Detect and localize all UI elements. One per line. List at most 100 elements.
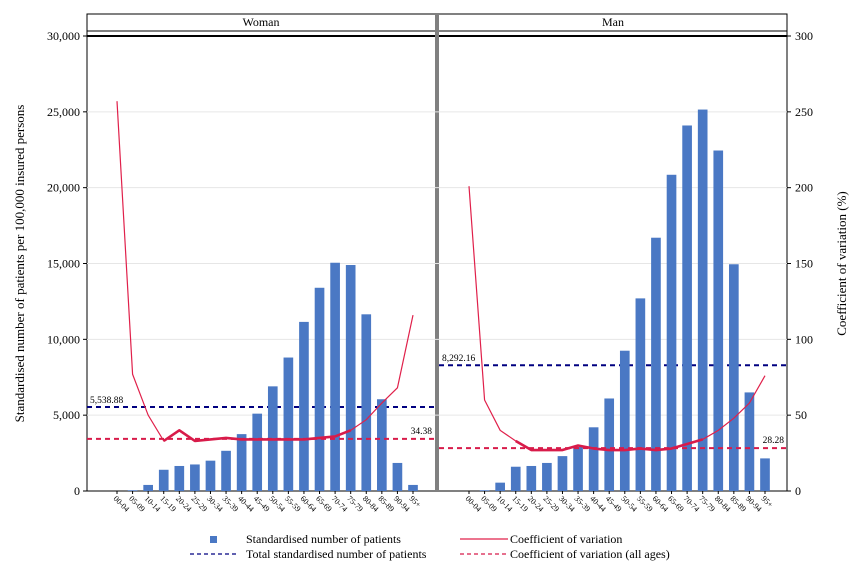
x-tick-label: 80-84 <box>361 494 381 514</box>
x-tick-label: 60-64 <box>299 494 319 514</box>
x-tick-label: 65-69 <box>314 494 334 514</box>
x-tick-label: 90-94 <box>392 494 412 514</box>
x-tick-label: 35-39 <box>221 494 241 514</box>
bar <box>190 464 200 491</box>
bar <box>682 125 692 491</box>
bar <box>174 465 185 491</box>
x-tick-label: 05-09 <box>127 494 147 514</box>
bar <box>330 262 340 491</box>
plot-frame <box>86 13 788 492</box>
y-left-tick-label: 5,000 <box>53 408 80 422</box>
x-tick-label: 75-79 <box>697 494 717 514</box>
legend-label: Total standardised number of patients <box>246 547 427 561</box>
bar <box>729 264 739 491</box>
bar <box>479 490 490 491</box>
y-left-tick-label: 25,000 <box>47 105 80 119</box>
bar <box>392 462 403 491</box>
y-left-tick-label: 15,000 <box>47 257 80 271</box>
y-right-tick-label: 150 <box>795 257 813 271</box>
panel-title: Woman <box>242 15 279 29</box>
legend-item-cv_all: Coefficient of variation (all ages) <box>460 547 670 561</box>
bar <box>510 466 521 491</box>
x-tick-label: 85-89 <box>728 494 748 514</box>
bar <box>495 482 505 491</box>
x-tick-label: 65-69 <box>666 494 686 514</box>
bar <box>713 150 724 491</box>
x-tick-label: 05-09 <box>479 494 499 514</box>
bar <box>635 298 646 491</box>
x-tick-label: 25-29 <box>189 494 209 514</box>
cv-all-ages-label: 34.38 <box>411 427 433 437</box>
x-tick-label: 30-34 <box>557 494 577 514</box>
bar <box>205 460 216 491</box>
y-right-tick-label: 200 <box>795 181 813 195</box>
bar <box>143 484 153 491</box>
x-tick-label: 90-94 <box>744 494 764 514</box>
bar <box>651 237 661 491</box>
legend-label: Standardised number of patients <box>246 532 401 546</box>
panel-title: Man <box>602 15 624 29</box>
x-tick-label: 20-24 <box>174 494 194 514</box>
y-left-axis-title: Standardised number of patients per 100,… <box>12 105 27 423</box>
axes: 0 5,000 10,000 15,000 20,000 25,000 30,000 0 50 1… <box>12 29 849 498</box>
y-right-tick-label: 250 <box>795 105 813 119</box>
y-right-tick-label: 300 <box>795 29 813 43</box>
cv-all-ages-label: 28.28 <box>763 436 785 446</box>
bar <box>283 357 294 491</box>
panel-divider <box>435 14 439 491</box>
x-tick-label: 55-59 <box>635 494 655 514</box>
x-tick-label: 55-59 <box>283 494 303 514</box>
bar <box>697 109 708 491</box>
x-tick-label: 10-14 <box>143 494 163 514</box>
y-left-tick-label: 0 <box>74 484 80 498</box>
bar <box>345 265 356 491</box>
bar <box>221 450 231 491</box>
cv-line-thick <box>515 438 704 452</box>
x-tick-label: 50-54 <box>619 494 639 514</box>
x-tick-label: 60-64 <box>651 494 671 514</box>
legend-swatch-bar <box>210 536 217 543</box>
y-right-tick-label: 50 <box>795 408 807 422</box>
bar <box>744 392 755 491</box>
bar <box>666 174 677 491</box>
y-left-tick-label: 10,000 <box>47 332 80 346</box>
bar <box>760 458 770 491</box>
bar <box>588 427 599 491</box>
bar <box>299 321 309 491</box>
bar <box>573 447 583 491</box>
x-tick-label: 15-19 <box>158 494 178 514</box>
bar <box>236 434 247 491</box>
legend-item-patients: Standardised number of patients <box>210 532 401 546</box>
panel-man: Man 8,292.16 28.28 00-0405-0910-1415-1920-2… <box>439 15 787 514</box>
total-patients-label: 5,538.88 <box>90 396 124 406</box>
x-tick-label: 15-19 <box>510 494 530 514</box>
bar <box>361 314 372 491</box>
x-tick-label: 40-44 <box>588 494 608 514</box>
x-tick-label: 00-04 <box>464 494 484 514</box>
bar <box>252 413 263 491</box>
cv-line-thick <box>163 429 352 443</box>
x-tick-label: 30-34 <box>205 494 225 514</box>
y-left-tick-label: 20,000 <box>47 181 80 195</box>
x-tick-label: 00-04 <box>112 494 132 514</box>
x-tick-label: 75-79 <box>345 494 365 514</box>
legend-label: Coefficient of variation <box>510 532 622 546</box>
bar <box>158 469 169 491</box>
legend: Standardised number of patients Coefficie… <box>190 532 670 561</box>
bar <box>526 465 537 491</box>
x-tick-label: 40-44 <box>236 494 256 514</box>
x-tick-label: 70-74 <box>330 494 350 514</box>
x-tick-label: 80-84 <box>713 494 733 514</box>
bar <box>377 399 387 491</box>
bar <box>542 462 552 491</box>
legend-label: Coefficient of variation (all ages) <box>510 547 670 561</box>
legend-item-cv: Coefficient of variation <box>460 532 622 546</box>
panel-woman: Woman 5,538.88 34.38 00-0405-0910-1415-1920… <box>87 15 435 514</box>
y-right-axis-title: Coefficient of variation (%) <box>834 191 849 336</box>
x-tick-label: 45-49 <box>252 494 272 514</box>
x-tick-label: 35-39 <box>573 494 593 514</box>
y-left-tick-label: 30,000 <box>47 29 80 43</box>
x-tick-label: 70-74 <box>682 494 702 514</box>
y-right-tick-label: 100 <box>795 332 813 346</box>
